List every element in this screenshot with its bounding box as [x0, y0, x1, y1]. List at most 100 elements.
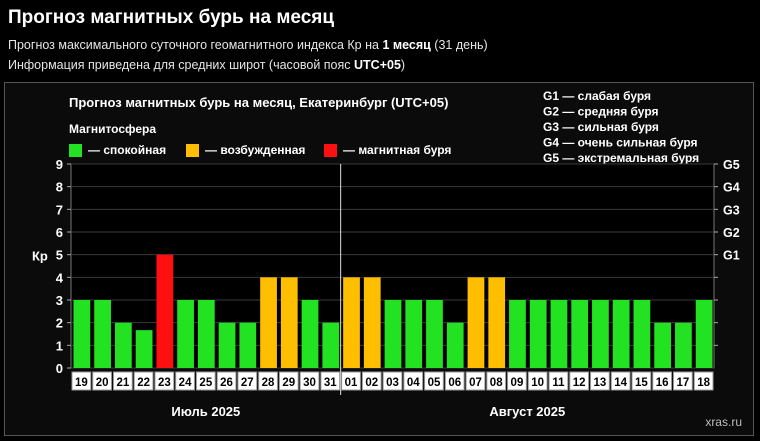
g-tick-label: G5 — [723, 158, 740, 172]
chart-title: Прогноз магнитных бурь на месяц, Екатери… — [69, 95, 448, 110]
day-box — [92, 371, 112, 391]
day-label: 18 — [697, 377, 710, 389]
g-tick-label: G3 — [723, 203, 740, 217]
day-label: 13 — [594, 377, 607, 389]
day-box — [154, 371, 175, 391]
kp-bar — [177, 300, 194, 368]
forecast-description: Прогноз максимального суточного геомагни… — [8, 38, 488, 52]
day-box — [361, 371, 382, 391]
kp-bar — [509, 300, 526, 368]
kp-bar — [550, 300, 568, 368]
day-box — [195, 371, 216, 391]
day-label: 24 — [179, 377, 192, 389]
day-box — [590, 371, 610, 391]
day-box — [258, 371, 278, 391]
day-box — [320, 371, 341, 391]
day-box — [403, 371, 424, 391]
day-label: 21 — [116, 377, 129, 389]
legend-label: — возбужденная — [205, 143, 305, 157]
day-label: 17 — [676, 377, 689, 389]
day-label: 11 — [552, 377, 565, 389]
description-text: Прогноз максимального суточного геомагни… — [8, 38, 383, 52]
day-box — [175, 371, 195, 391]
g-scale-item: G3 — сильная буря — [543, 120, 659, 134]
day-box — [237, 371, 258, 391]
day-box — [507, 371, 527, 391]
kp-bar — [654, 322, 672, 368]
day-box — [465, 371, 486, 391]
kp-bar — [446, 322, 464, 368]
day-label: 20 — [96, 377, 109, 389]
legend-title: Магнитосфера — [69, 122, 156, 136]
y-tick-label: 5 — [56, 248, 63, 263]
day-box — [610, 371, 631, 391]
kp-bar — [73, 300, 91, 368]
y-tick-label: 2 — [56, 316, 63, 331]
chart-panel: Прогноз магнитных бурь на месяц, Екатери… — [4, 82, 754, 436]
g-tick-label: G4 — [723, 181, 740, 195]
day-box — [631, 371, 652, 391]
kp-bar — [197, 300, 215, 368]
latitude-close: ) — [400, 58, 406, 72]
day-label: 12 — [573, 377, 586, 389]
kp-bar — [571, 300, 589, 368]
timezone-value: UTC+05 — [354, 58, 401, 72]
day-label: 28 — [262, 377, 275, 389]
legend-swatch — [186, 144, 199, 157]
day-label: 27 — [241, 377, 254, 389]
description-days: (31 день) — [430, 38, 488, 52]
day-label: 10 — [531, 377, 544, 389]
kp-bar — [633, 300, 651, 368]
page-title: Прогноз магнитных бурь на месяц — [8, 7, 335, 28]
day-box — [382, 371, 403, 391]
kp-bar — [301, 300, 319, 368]
kp-bar — [343, 277, 360, 368]
day-box — [424, 371, 444, 391]
kp-bar — [592, 300, 609, 368]
day-label: 02 — [365, 377, 378, 389]
day-box — [71, 371, 92, 391]
day-label: 22 — [137, 377, 150, 389]
legend-label: — спокойная — [88, 143, 166, 157]
kp-bar — [695, 300, 713, 368]
day-box — [548, 371, 569, 391]
day-label: 05 — [428, 377, 441, 389]
kp-bar — [675, 322, 692, 368]
day-box — [673, 371, 693, 391]
g-tick-label: G2 — [723, 226, 740, 240]
kp-bar — [94, 300, 111, 368]
day-label: 07 — [469, 377, 482, 389]
day-label: 03 — [386, 377, 399, 389]
kp-bar — [239, 322, 257, 368]
g-scale-item: G1 — слабая буря — [543, 89, 651, 103]
day-label: 14 — [614, 377, 627, 389]
g-tick-label: G1 — [723, 249, 740, 263]
g-scale-item: G5 — экстремальная буря — [543, 151, 699, 165]
day-box — [652, 371, 673, 391]
day-label: 29 — [282, 377, 295, 389]
y-tick-label: 0 — [56, 361, 63, 376]
kp-bar — [114, 322, 132, 368]
kp-bar — [218, 322, 236, 368]
day-label: 06 — [448, 377, 461, 389]
y-tick-label: 1 — [56, 338, 63, 353]
kp-bar — [156, 254, 174, 368]
kp-bar — [426, 300, 443, 368]
day-label: 09 — [511, 377, 524, 389]
kp-bar — [135, 330, 153, 368]
kp-bar — [405, 300, 423, 368]
y-tick-label: 8 — [56, 180, 63, 195]
day-label: 16 — [656, 377, 669, 389]
day-box — [133, 371, 154, 391]
g-scale-item: G4 — очень сильная буря — [543, 136, 698, 150]
kp-bar — [322, 322, 340, 368]
day-box — [569, 371, 590, 391]
day-box — [444, 371, 465, 391]
kp-bar — [488, 277, 506, 368]
day-box — [527, 371, 548, 391]
day-label: 08 — [490, 377, 503, 389]
day-label: 19 — [75, 377, 88, 389]
y-tick-label: 4 — [56, 270, 64, 285]
day-box — [299, 371, 320, 391]
legend-swatch — [324, 144, 337, 157]
